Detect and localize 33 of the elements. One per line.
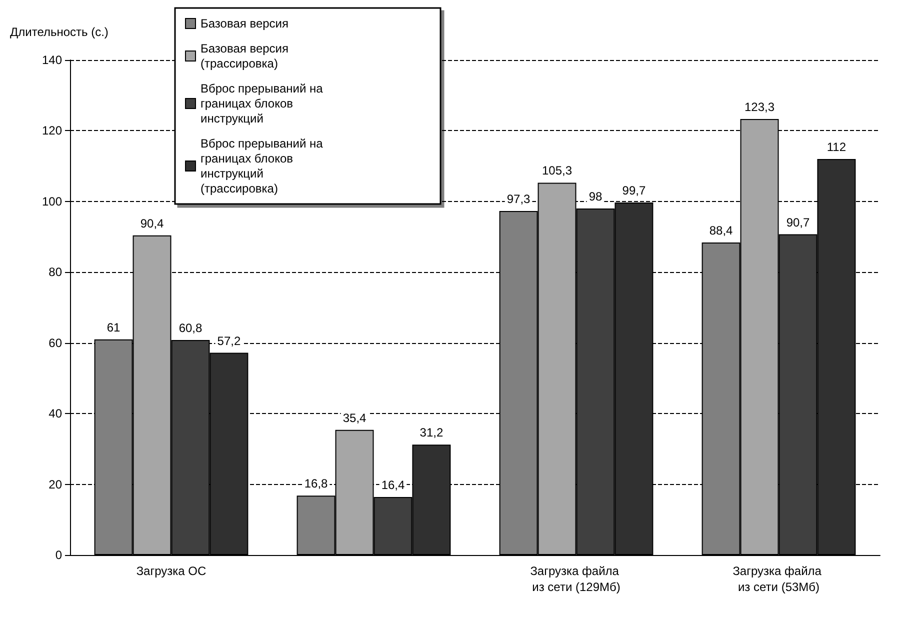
- x-tick-label: Загрузка ОС: [136, 564, 207, 578]
- y-tick-label: 140: [42, 53, 62, 67]
- data-label: 97,3: [506, 192, 531, 206]
- legend-label: Вброс прерываний на границах блоков инструкций: [200, 136, 326, 180]
- data-label: 16,8: [304, 476, 328, 491]
- y-tick-label: 120: [42, 124, 62, 138]
- data-label: 88,4: [709, 223, 734, 238]
- data-label: 31,2: [420, 426, 444, 440]
- data-label: 99,7: [622, 183, 646, 198]
- y-tick-label: 0: [55, 548, 62, 562]
- data-label: 57,2: [217, 334, 241, 348]
- y-tick-label: 20: [48, 477, 62, 492]
- data-label: 90,7: [786, 215, 810, 230]
- text: Вброс прерываний на границах блоков инструкций: [200, 82, 323, 126]
- data-label: 123,3: [744, 100, 775, 114]
- legend-label: Базовая версия (трассировка): [200, 42, 292, 70]
- data-label: 98: [588, 190, 602, 204]
- legend-label: Базовая версия: [200, 16, 288, 30]
- data-label: 16,4: [381, 478, 405, 492]
- data-label: 105,3: [542, 164, 572, 178]
- y-axis-title: Длительность (с.): [10, 25, 108, 39]
- x-tick-label: Загрузка файла из сети (129Мб): [530, 564, 622, 594]
- data-label: 35,4: [342, 410, 367, 425]
- data-label: 61: [106, 320, 121, 334]
- y-tick-label: 40: [48, 406, 62, 421]
- x-tick-label: Загрузка файла из сети (53Мб): [732, 564, 825, 594]
- data-label: 60,8: [178, 321, 202, 336]
- data-label: 112: [826, 140, 846, 154]
- y-tick-label: 80: [48, 265, 62, 280]
- y-tick-label: 100: [42, 194, 62, 208]
- text: (трассировка): [200, 182, 278, 196]
- data-label: 90,4: [140, 216, 164, 230]
- y-tick-label: 60: [48, 336, 62, 350]
